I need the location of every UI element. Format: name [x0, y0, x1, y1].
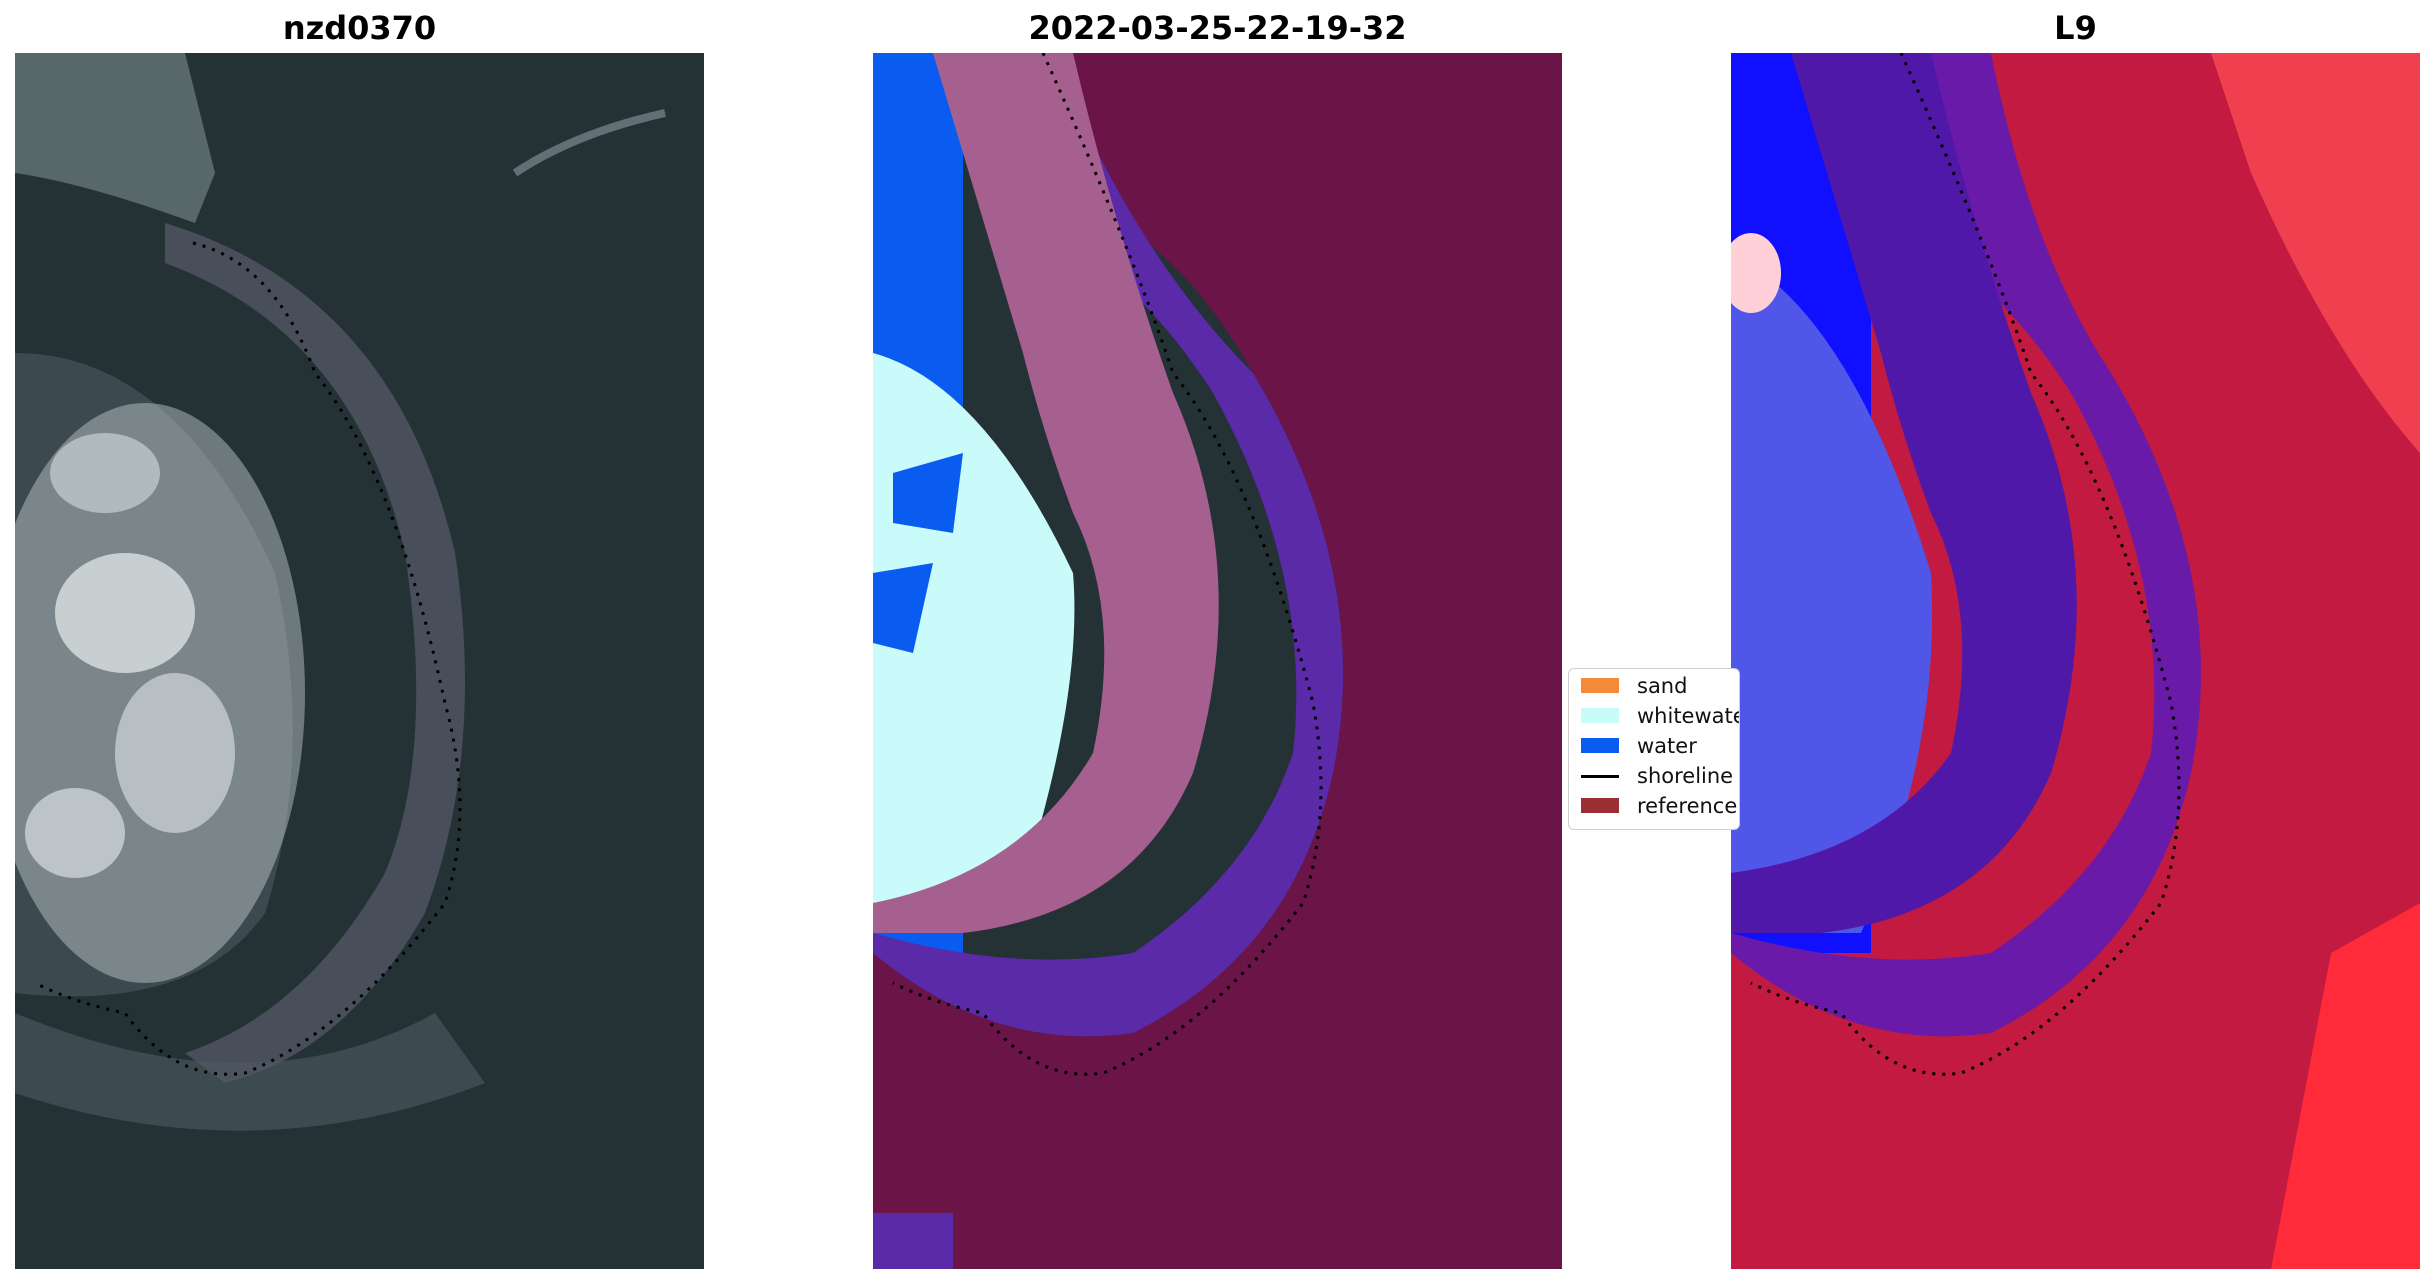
- legend-swatch-water: [1581, 738, 1619, 753]
- shoreline-center: [892, 53, 1323, 1076]
- rgb-image-panel: [15, 53, 704, 1269]
- center-panel-title: 2022-03-25-22-19-32: [1028, 9, 1407, 47]
- legend-swatch-reference: [1581, 798, 1619, 813]
- legend-label-reference: reference: [1637, 794, 1738, 818]
- legend-label-shoreline: shoreline: [1637, 764, 1734, 788]
- legend-item-water: water: [1569, 731, 1739, 761]
- legend-item-reference: reference: [1569, 791, 1739, 821]
- left-panel-title: nzd0370: [282, 9, 437, 47]
- legend-swatch-whitewater: [1581, 708, 1619, 723]
- classification-image: [873, 53, 1562, 1269]
- shoreline-right: [1750, 53, 2181, 1076]
- legend-item-shoreline: shoreline: [1569, 761, 1739, 791]
- legend: sand whitewater water shoreline referenc…: [1568, 668, 1740, 830]
- legend-label-whitewater: whitewater: [1637, 704, 1739, 728]
- index-image: [1731, 53, 2420, 1269]
- legend-swatch-shoreline: [1581, 775, 1619, 778]
- index-panel: [1731, 53, 2420, 1269]
- legend-item-sand: sand: [1569, 671, 1739, 701]
- legend-label-water: water: [1637, 734, 1697, 758]
- right-panel-title: L9: [2054, 9, 2097, 47]
- legend-swatch-sand: [1581, 678, 1619, 693]
- legend-label-sand: sand: [1637, 674, 1688, 698]
- legend-item-whitewater: whitewater: [1569, 701, 1739, 731]
- classification-panel: [873, 53, 1562, 1269]
- rgb-satellite-image: [15, 53, 704, 1269]
